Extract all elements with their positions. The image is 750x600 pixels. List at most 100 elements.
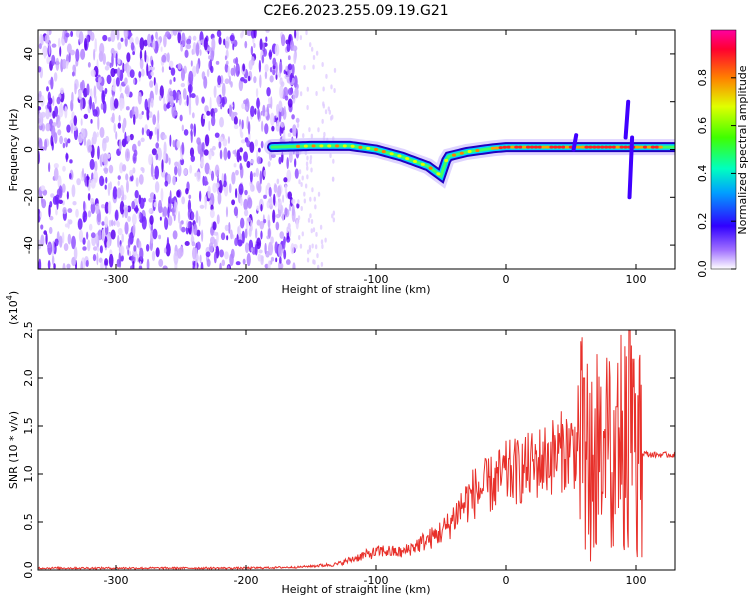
noise-blob xyxy=(87,61,91,68)
noise-blob xyxy=(256,97,260,110)
noise-blob xyxy=(279,125,282,137)
noise-blob xyxy=(313,196,316,202)
signal-peak xyxy=(452,153,456,157)
noise-blob xyxy=(311,187,314,193)
noise-blob xyxy=(119,200,125,215)
noise-blob xyxy=(294,30,297,39)
noise-blob xyxy=(268,49,273,60)
noise-blob xyxy=(225,36,230,50)
noise-blob xyxy=(97,76,102,84)
noise-blob xyxy=(40,111,46,118)
noise-blob xyxy=(324,109,328,115)
noise-blob xyxy=(161,54,167,63)
noise-blob xyxy=(264,63,269,73)
noise-blob xyxy=(89,158,95,170)
noise-blob xyxy=(232,101,235,110)
noise-blob xyxy=(233,64,236,77)
noise-blob xyxy=(235,57,239,66)
noise-blob xyxy=(203,75,208,89)
noise-blob xyxy=(87,210,92,218)
noise-blob xyxy=(213,251,217,264)
noise-blob xyxy=(216,95,221,105)
noise-blob xyxy=(73,246,78,261)
noise-blob xyxy=(333,87,336,93)
noise-blob xyxy=(243,209,249,217)
noise-blob xyxy=(170,95,174,108)
noise-blob xyxy=(77,133,83,144)
noise-blob xyxy=(58,185,63,199)
noise-blob xyxy=(283,249,287,260)
noise-blob xyxy=(115,219,120,226)
signal-peak xyxy=(658,145,663,149)
snr-x-label: Height of straight line (km) xyxy=(281,583,430,596)
noise-blob xyxy=(299,35,303,41)
noise-blob xyxy=(206,110,211,116)
noise-blob xyxy=(331,176,335,182)
snr-x-axis: -300 -200 -100 0 100 xyxy=(104,330,647,587)
noise-blob xyxy=(208,242,214,253)
noise-blob xyxy=(261,42,265,51)
noise-blob xyxy=(223,38,226,46)
noise-blob xyxy=(332,217,336,223)
noise-blob xyxy=(180,226,186,233)
noise-blob xyxy=(180,68,186,82)
noise-blob xyxy=(150,97,154,108)
noise-blob xyxy=(248,60,253,71)
noise-blob xyxy=(108,164,114,174)
noise-blob xyxy=(151,59,154,68)
noise-blob xyxy=(221,96,225,108)
noise-blob xyxy=(238,79,244,92)
signal-peak xyxy=(374,147,378,152)
noise-blob xyxy=(138,265,143,269)
noise-blob xyxy=(309,213,312,219)
noise-blob xyxy=(255,87,259,98)
noise-blob xyxy=(158,95,162,102)
noise-blob xyxy=(62,165,66,172)
noise-blob xyxy=(204,162,210,175)
signal-peak xyxy=(646,145,652,149)
noise-blob xyxy=(309,42,312,48)
signal-peak xyxy=(428,166,433,170)
noise-blob xyxy=(287,98,293,108)
noise-blob xyxy=(253,30,257,39)
colorbar-tick-label: 0.2 xyxy=(696,212,709,230)
noise-blob xyxy=(99,175,105,187)
noise-blob xyxy=(259,74,262,89)
noise-blob xyxy=(306,174,309,180)
noise-blob xyxy=(65,32,70,38)
noise-blob xyxy=(239,162,243,171)
noise-blob xyxy=(47,101,52,111)
noise-blob xyxy=(228,75,231,85)
noise-blob xyxy=(244,40,248,49)
signal-peak xyxy=(611,145,617,149)
snr-y-tick-label: 0.0 xyxy=(22,561,35,579)
noise-blob xyxy=(173,77,176,82)
noise-blob xyxy=(224,55,227,61)
noise-blob xyxy=(121,97,125,109)
noise-blob xyxy=(181,196,186,205)
noise-blob xyxy=(286,43,291,52)
noise-blob xyxy=(119,84,122,93)
signal-peak xyxy=(358,145,363,149)
noise-blob xyxy=(278,243,283,258)
noise-blob xyxy=(141,110,144,116)
snr-y-tick-label: 0.5 xyxy=(22,513,35,531)
noise-blob xyxy=(284,95,289,101)
noise-blob xyxy=(107,37,112,42)
noise-blob xyxy=(53,162,59,169)
noise-blob xyxy=(287,63,293,71)
noise-blob xyxy=(92,246,98,251)
noise-blob xyxy=(96,131,99,138)
noise-blob xyxy=(173,250,179,265)
noise-blob xyxy=(168,60,174,68)
noise-blob xyxy=(218,140,222,149)
noise-blob xyxy=(91,235,97,247)
noise-blob xyxy=(239,147,244,153)
noise-blob xyxy=(161,65,165,73)
noise-blob xyxy=(62,206,67,215)
noise-blob xyxy=(174,199,177,213)
noise-blob xyxy=(107,232,110,246)
noise-blob xyxy=(332,158,335,164)
noise-blob xyxy=(216,30,222,38)
noise-blob xyxy=(257,108,260,120)
